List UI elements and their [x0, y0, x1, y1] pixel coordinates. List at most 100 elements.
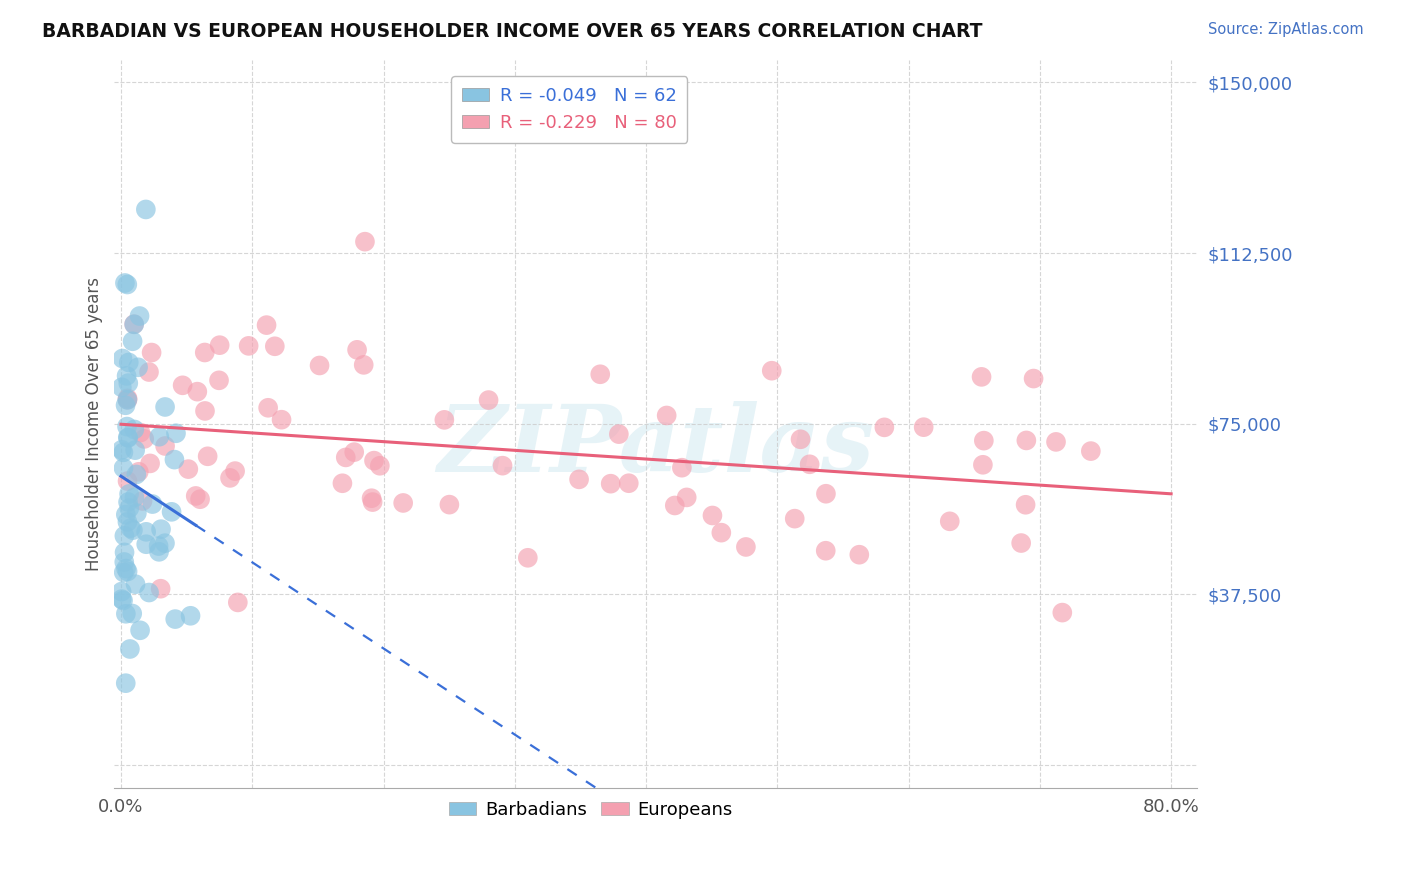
- Point: [129, 425, 152, 440]
- Point: [761, 364, 783, 378]
- Point: [111, 351, 134, 366]
- Point: [115, 561, 138, 575]
- Point: [353, 358, 375, 372]
- Point: [194, 404, 217, 418]
- Point: [148, 539, 170, 553]
- Point: [799, 458, 821, 472]
- Point: [1010, 536, 1032, 550]
- Point: [177, 462, 200, 476]
- Point: [607, 427, 630, 442]
- Point: [122, 523, 145, 537]
- Point: [120, 521, 142, 535]
- Point: [115, 607, 138, 621]
- Point: [671, 460, 693, 475]
- Point: [114, 276, 136, 290]
- Point: [112, 566, 135, 580]
- Point: [186, 384, 208, 399]
- Point: [117, 392, 139, 406]
- Point: [675, 491, 697, 505]
- Point: [433, 413, 456, 427]
- Point: [131, 494, 153, 508]
- Point: [165, 612, 187, 626]
- Point: [135, 202, 157, 217]
- Point: [257, 401, 280, 415]
- Point: [163, 452, 186, 467]
- Point: [117, 430, 139, 444]
- Point: [118, 487, 141, 501]
- Point: [491, 458, 513, 473]
- Point: [226, 595, 249, 609]
- Point: [117, 392, 139, 407]
- Point: [439, 498, 461, 512]
- Point: [1014, 498, 1036, 512]
- Point: [117, 495, 139, 509]
- Point: [939, 514, 962, 528]
- Point: [122, 317, 145, 331]
- Point: [112, 555, 135, 569]
- Point: [112, 445, 135, 459]
- Point: [1015, 434, 1038, 448]
- Point: [256, 318, 278, 332]
- Point: [118, 501, 141, 516]
- Point: [873, 420, 896, 434]
- Point: [135, 537, 157, 551]
- Point: [149, 582, 172, 596]
- Point: [912, 420, 935, 434]
- Point: [655, 409, 678, 423]
- Point: [332, 476, 354, 491]
- Point: [153, 400, 176, 414]
- Point: [208, 373, 231, 387]
- Point: [208, 338, 231, 352]
- Point: [148, 430, 170, 444]
- Point: [141, 497, 163, 511]
- Point: [1080, 444, 1102, 458]
- Point: [114, 398, 136, 412]
- Point: [848, 548, 870, 562]
- Point: [392, 496, 415, 510]
- Point: [128, 309, 150, 323]
- Point: [150, 522, 173, 536]
- Point: [117, 376, 139, 390]
- Text: BARBADIAN VS EUROPEAN HOUSEHOLDER INCOME OVER 65 YEARS CORRELATION CHART: BARBADIAN VS EUROPEAN HOUSEHOLDER INCOME…: [42, 22, 983, 41]
- Point: [121, 607, 143, 621]
- Point: [138, 365, 160, 379]
- Point: [599, 476, 621, 491]
- Point: [516, 550, 538, 565]
- Point: [114, 676, 136, 690]
- Y-axis label: Householder Income Over 65 years: Householder Income Over 65 years: [86, 277, 103, 571]
- Point: [124, 577, 146, 591]
- Point: [735, 540, 758, 554]
- Point: [112, 529, 135, 543]
- Point: [128, 465, 150, 479]
- Point: [129, 624, 152, 638]
- Point: [127, 360, 149, 375]
- Point: [141, 345, 163, 359]
- Point: [308, 359, 330, 373]
- Point: [111, 584, 134, 599]
- Point: [160, 505, 183, 519]
- Point: [117, 431, 139, 445]
- Point: [111, 380, 134, 394]
- Point: [114, 508, 136, 522]
- Point: [114, 545, 136, 559]
- Point: [343, 445, 366, 459]
- Point: [783, 511, 806, 525]
- Text: Source: ZipAtlas.com: Source: ZipAtlas.com: [1208, 22, 1364, 37]
- Point: [118, 642, 141, 657]
- Point: [184, 489, 207, 503]
- Point: [188, 492, 211, 507]
- Text: ZIPatlas: ZIPatlas: [437, 401, 875, 491]
- Point: [135, 524, 157, 539]
- Point: [125, 506, 148, 520]
- Point: [617, 476, 640, 491]
- Point: [1045, 434, 1067, 449]
- Point: [134, 432, 156, 446]
- Point: [117, 515, 139, 529]
- Point: [117, 392, 139, 407]
- Point: [139, 457, 162, 471]
- Point: [702, 508, 724, 523]
- Point: [972, 458, 994, 472]
- Point: [477, 393, 499, 408]
- Point: [270, 413, 292, 427]
- Point: [1052, 606, 1074, 620]
